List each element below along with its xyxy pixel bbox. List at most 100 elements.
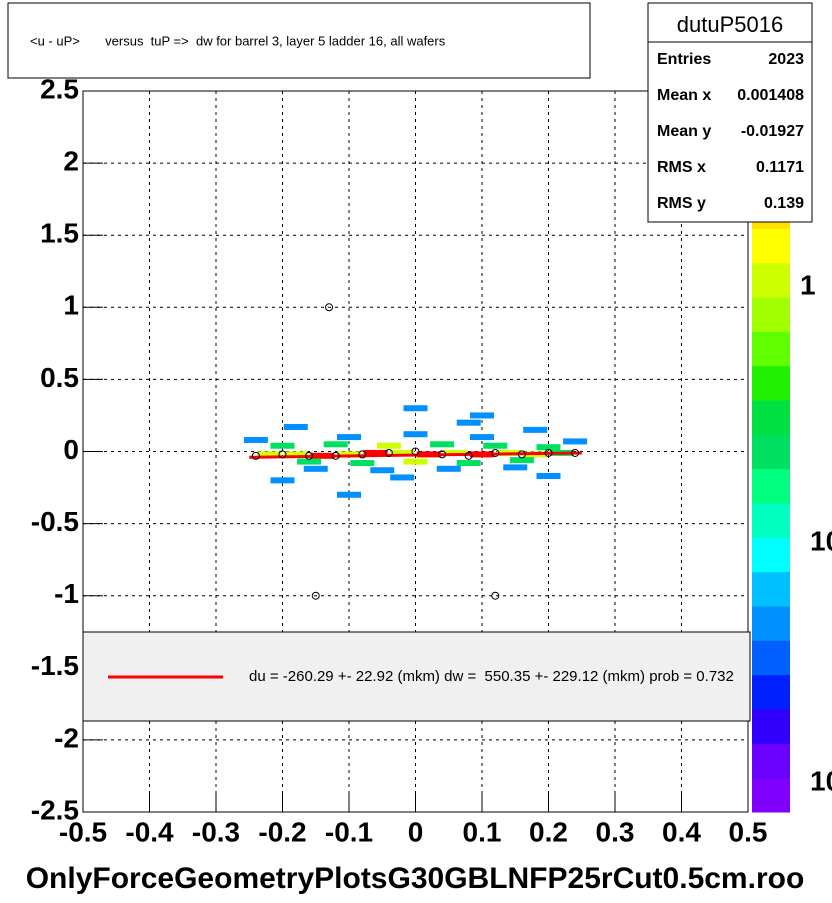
stats-value: 0.1171 xyxy=(756,159,804,176)
colorbar-band xyxy=(752,400,790,435)
frame xyxy=(82,90,749,813)
cell xyxy=(536,444,561,451)
cell xyxy=(337,434,361,441)
cell xyxy=(390,474,415,481)
cell xyxy=(270,477,295,484)
stats-key: RMS x xyxy=(657,159,706,176)
colorbar-band xyxy=(752,674,790,710)
x-tick-label: -0.3 xyxy=(192,816,240,847)
y-tick-label: 1.5 xyxy=(40,218,79,249)
colorbar-band xyxy=(752,709,790,744)
cell xyxy=(350,460,375,467)
stats-value: 0.001408 xyxy=(737,87,804,104)
cell xyxy=(243,436,268,443)
colorbar-band xyxy=(752,537,790,573)
profile-point xyxy=(251,451,260,460)
stats-key: RMS y xyxy=(657,195,706,212)
outlier-point xyxy=(311,591,320,600)
y-tick-label: 2 xyxy=(63,145,79,176)
colorbar-band xyxy=(752,503,790,538)
x-tick-label: -0.5 xyxy=(59,816,107,847)
profile-point xyxy=(278,450,287,459)
x-tick-label: 0 xyxy=(408,816,424,847)
profile-point xyxy=(544,448,553,457)
cell xyxy=(443,449,468,456)
colorbar-band xyxy=(752,331,790,367)
cell xyxy=(337,451,361,458)
x-tick-label: -0.4 xyxy=(125,816,174,847)
profile-point xyxy=(411,447,420,456)
chart-title: <u - uP> versus tuP => dw for barrel 3, … xyxy=(30,33,446,48)
stats-key: Mean y xyxy=(657,123,711,140)
colorbar-band xyxy=(752,297,790,332)
cell xyxy=(363,449,388,456)
profile-point xyxy=(571,448,580,457)
cell xyxy=(370,467,395,474)
x-tick-label: -0.2 xyxy=(258,816,306,847)
stats-key: Mean x xyxy=(657,87,711,104)
cell xyxy=(257,451,282,458)
colorbar-band xyxy=(752,640,790,676)
y-tick-label: 2.5 xyxy=(40,73,79,104)
y-tick-label: 1 xyxy=(63,290,79,321)
cell xyxy=(563,438,588,445)
x-tick-label: 0.2 xyxy=(529,816,568,847)
y-tick-label: -1 xyxy=(54,578,79,609)
colorbar-label: 10 xyxy=(810,765,832,796)
y-tick-label: -1.5 xyxy=(31,650,79,681)
cell xyxy=(376,442,401,449)
colorbar-label: 10 xyxy=(810,525,832,556)
cell xyxy=(270,442,295,449)
x-tick-label: 0.4 xyxy=(662,816,701,847)
x-tick-label: 0.5 xyxy=(729,816,768,847)
colorbar-label: 1 xyxy=(800,269,816,300)
colorbar-band xyxy=(752,743,790,779)
colorbar-band xyxy=(752,228,790,264)
cell xyxy=(523,426,548,433)
y-tick-label: -0.5 xyxy=(31,506,79,537)
profile-point xyxy=(438,450,447,459)
colorbar-band xyxy=(752,571,790,607)
cell xyxy=(509,457,534,464)
stats-key: Entries xyxy=(657,51,711,68)
colorbar-band xyxy=(752,468,790,504)
profile-point xyxy=(358,450,367,459)
cell xyxy=(283,423,308,430)
cell xyxy=(283,451,308,458)
profile-point xyxy=(331,451,340,460)
title-box xyxy=(7,2,591,79)
profile-point xyxy=(491,448,500,457)
profile-point xyxy=(464,451,473,460)
stats-box xyxy=(647,2,813,223)
stats-value: -0.01927 xyxy=(741,123,804,140)
x-tick-label: 0.3 xyxy=(596,816,635,847)
cell xyxy=(536,473,561,480)
cell xyxy=(470,434,494,441)
colorbar-band xyxy=(752,262,790,298)
y-tick-label: 0 xyxy=(63,434,79,465)
cell xyxy=(337,491,361,498)
cell xyxy=(470,412,494,419)
cell xyxy=(303,465,328,472)
cell xyxy=(323,441,348,448)
cell xyxy=(436,465,461,472)
colorbar-band xyxy=(752,434,790,470)
y-tick-label: -2.5 xyxy=(31,794,79,825)
legend-text: du = -260.29 +- 22.92 (mkm) dw = 550.35 … xyxy=(249,668,734,685)
y-tick-label: -2 xyxy=(54,722,79,753)
cell xyxy=(403,431,428,438)
stats-value: 0.139 xyxy=(764,195,804,212)
cell xyxy=(297,458,322,465)
colorbar-band xyxy=(752,606,790,641)
cell xyxy=(430,441,455,448)
cell xyxy=(456,460,481,467)
x-tick-label: -0.1 xyxy=(325,816,373,847)
cell xyxy=(403,405,428,412)
x-tick-label: 0.1 xyxy=(463,816,502,847)
colorbar-band xyxy=(752,777,790,813)
y-tick-label: 0.5 xyxy=(40,362,79,393)
cell xyxy=(456,419,481,426)
profile-point xyxy=(384,448,393,457)
stats-name: dutuP5016 xyxy=(677,12,783,37)
